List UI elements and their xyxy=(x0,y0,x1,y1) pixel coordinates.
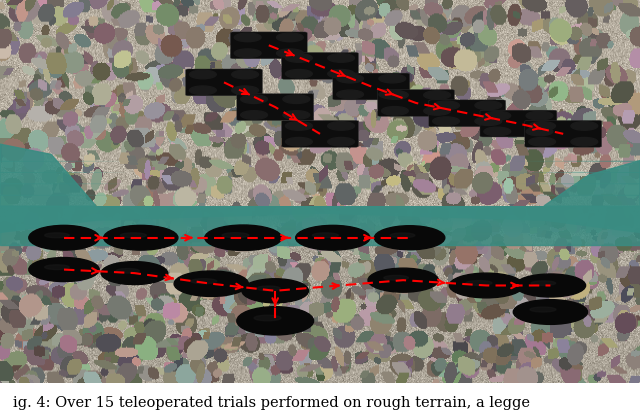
Ellipse shape xyxy=(191,279,217,284)
Ellipse shape xyxy=(222,233,249,238)
Circle shape xyxy=(283,111,310,119)
Ellipse shape xyxy=(390,233,415,238)
Circle shape xyxy=(232,86,259,94)
FancyBboxPatch shape xyxy=(333,73,410,100)
Circle shape xyxy=(328,69,355,78)
Text: ig. 4: Over 15 teleoperated trials performed on rough terrain, a legge: ig. 4: Over 15 teleoperated trials perfo… xyxy=(13,396,530,410)
Circle shape xyxy=(529,121,556,130)
Circle shape xyxy=(484,127,511,136)
Circle shape xyxy=(379,90,406,99)
Circle shape xyxy=(232,70,259,79)
Circle shape xyxy=(276,49,303,57)
FancyBboxPatch shape xyxy=(230,32,307,59)
Ellipse shape xyxy=(466,280,492,285)
Ellipse shape xyxy=(254,315,281,321)
Ellipse shape xyxy=(312,233,339,238)
Ellipse shape xyxy=(174,271,248,297)
Ellipse shape xyxy=(368,268,438,292)
Ellipse shape xyxy=(45,265,69,270)
Circle shape xyxy=(283,95,310,104)
Circle shape xyxy=(381,106,408,115)
Ellipse shape xyxy=(120,233,147,238)
Circle shape xyxy=(189,70,216,79)
Ellipse shape xyxy=(116,268,140,273)
Circle shape xyxy=(285,69,312,78)
Circle shape xyxy=(424,91,451,99)
Circle shape xyxy=(529,137,556,146)
Ellipse shape xyxy=(257,286,280,291)
Ellipse shape xyxy=(449,273,524,298)
Ellipse shape xyxy=(296,225,370,250)
Ellipse shape xyxy=(205,225,282,250)
Ellipse shape xyxy=(29,225,99,250)
Circle shape xyxy=(526,111,553,120)
Circle shape xyxy=(526,127,553,136)
FancyBboxPatch shape xyxy=(378,89,454,116)
Circle shape xyxy=(328,54,355,62)
FancyBboxPatch shape xyxy=(480,110,557,137)
Circle shape xyxy=(241,111,268,119)
FancyBboxPatch shape xyxy=(525,121,602,147)
Circle shape xyxy=(433,117,460,126)
Circle shape xyxy=(285,54,312,62)
FancyBboxPatch shape xyxy=(237,94,314,121)
Polygon shape xyxy=(0,206,640,233)
Circle shape xyxy=(241,95,268,104)
Ellipse shape xyxy=(104,225,178,250)
Circle shape xyxy=(424,106,451,115)
Polygon shape xyxy=(544,161,640,206)
Circle shape xyxy=(337,74,364,83)
Circle shape xyxy=(571,121,598,130)
Ellipse shape xyxy=(531,281,556,285)
Polygon shape xyxy=(0,206,640,245)
FancyBboxPatch shape xyxy=(282,52,358,79)
Circle shape xyxy=(285,137,312,146)
Circle shape xyxy=(276,33,303,42)
Ellipse shape xyxy=(515,274,586,297)
Circle shape xyxy=(234,33,261,42)
Circle shape xyxy=(475,117,502,126)
Circle shape xyxy=(475,101,502,110)
Circle shape xyxy=(571,137,598,146)
Circle shape xyxy=(381,91,408,99)
Circle shape xyxy=(285,121,312,130)
FancyBboxPatch shape xyxy=(282,121,358,147)
Circle shape xyxy=(234,49,261,57)
Ellipse shape xyxy=(242,279,308,303)
Polygon shape xyxy=(0,144,96,206)
Circle shape xyxy=(337,90,364,99)
Ellipse shape xyxy=(374,226,445,250)
Circle shape xyxy=(379,74,406,83)
Ellipse shape xyxy=(384,275,408,280)
Ellipse shape xyxy=(513,300,588,324)
Ellipse shape xyxy=(237,307,314,335)
Ellipse shape xyxy=(29,258,99,282)
Circle shape xyxy=(328,137,355,146)
Circle shape xyxy=(189,86,216,94)
Ellipse shape xyxy=(45,233,69,238)
FancyBboxPatch shape xyxy=(186,69,262,96)
FancyBboxPatch shape xyxy=(429,100,506,126)
Circle shape xyxy=(484,111,511,120)
Circle shape xyxy=(328,121,355,130)
Circle shape xyxy=(433,101,460,110)
Ellipse shape xyxy=(530,307,556,312)
Ellipse shape xyxy=(101,262,168,285)
